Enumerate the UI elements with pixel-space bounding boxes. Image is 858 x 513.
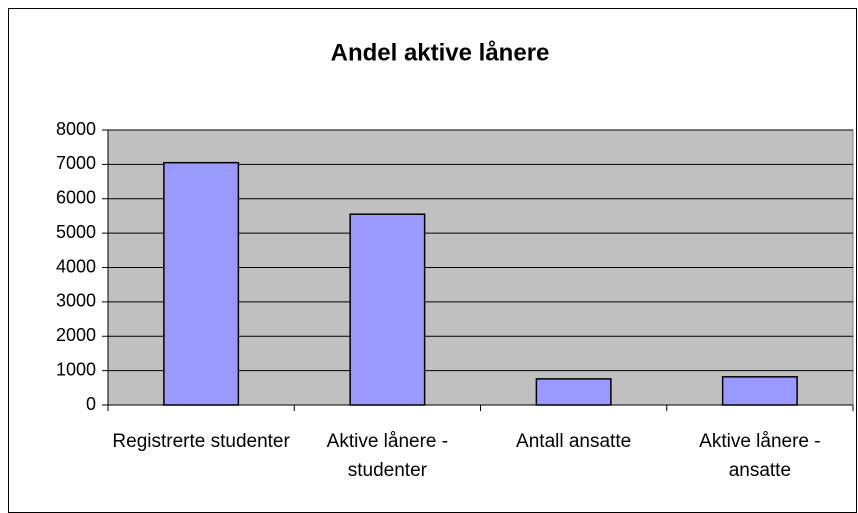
x-tick-label: Aktive lånere - ansatte <box>699 431 821 481</box>
chart-title: Andel aktive lånere <box>331 39 550 66</box>
y-tick-label: 1000 <box>56 359 96 379</box>
bar <box>163 161 240 406</box>
y-tick-label: 7000 <box>56 153 96 173</box>
x-tick-label: Registrerte studenter <box>112 431 290 452</box>
y-tick-label: 5000 <box>56 222 96 242</box>
bar <box>349 213 426 406</box>
y-tick-label: 3000 <box>56 291 96 311</box>
y-tick-label: 0 <box>86 394 96 414</box>
x-tick-label: Antall ansatte <box>516 431 632 452</box>
y-tick-label: 4000 <box>56 256 96 276</box>
x-tick-label: Aktive lånere - studenter <box>326 431 449 481</box>
bar <box>535 378 612 406</box>
y-tick-label: 8000 <box>56 119 96 139</box>
y-tick-label: 6000 <box>56 188 96 208</box>
y-tick-label: 2000 <box>56 325 96 345</box>
bar <box>721 376 798 406</box>
